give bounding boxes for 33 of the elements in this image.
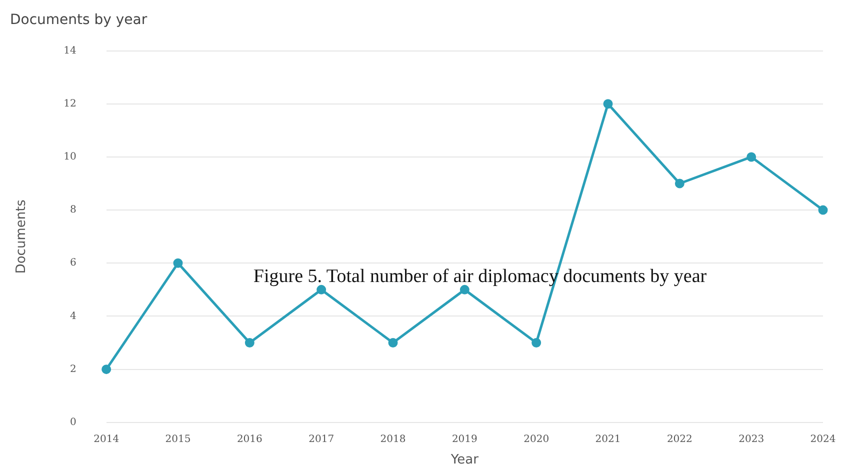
point (102, 364, 112, 374)
point (388, 338, 398, 348)
point (674, 178, 684, 188)
x-tick-label: 2014 (94, 434, 120, 445)
chart-title: Documents by year (10, 12, 148, 28)
point (316, 284, 326, 294)
point (244, 338, 254, 348)
point (746, 152, 756, 162)
y-tick-label: 0 (70, 416, 76, 428)
x-tick-label: 2019 (452, 434, 478, 445)
y-axis-title: Documents (14, 199, 30, 274)
x-tick-label: 2023 (738, 434, 764, 445)
x-tick-label: 2015 (165, 434, 191, 445)
x-tick-label: 2021 (595, 434, 621, 445)
x-tick-label: 2016 (236, 434, 262, 445)
y-tick-label: 4 (70, 310, 76, 322)
point (532, 338, 542, 348)
point (603, 99, 613, 109)
x-tick-label: 2024 (810, 434, 836, 445)
x-tick-label: 2018 (380, 434, 406, 445)
point (818, 205, 828, 215)
point (460, 284, 470, 294)
x-tick-label: 2017 (308, 434, 334, 445)
y-tick-label: 2 (70, 364, 76, 375)
y-tick-label: 10 (64, 152, 76, 163)
y-tick-label: 8 (70, 204, 76, 216)
y-tick-label: 6 (70, 258, 76, 269)
x-axis-title: Year (450, 452, 480, 468)
point (173, 258, 183, 268)
y-tick-label: 14 (64, 45, 76, 56)
x-tick-label: 2022 (666, 434, 692, 445)
x-tick-label: 2020 (524, 434, 550, 445)
y-tick-label: 12 (64, 98, 76, 110)
